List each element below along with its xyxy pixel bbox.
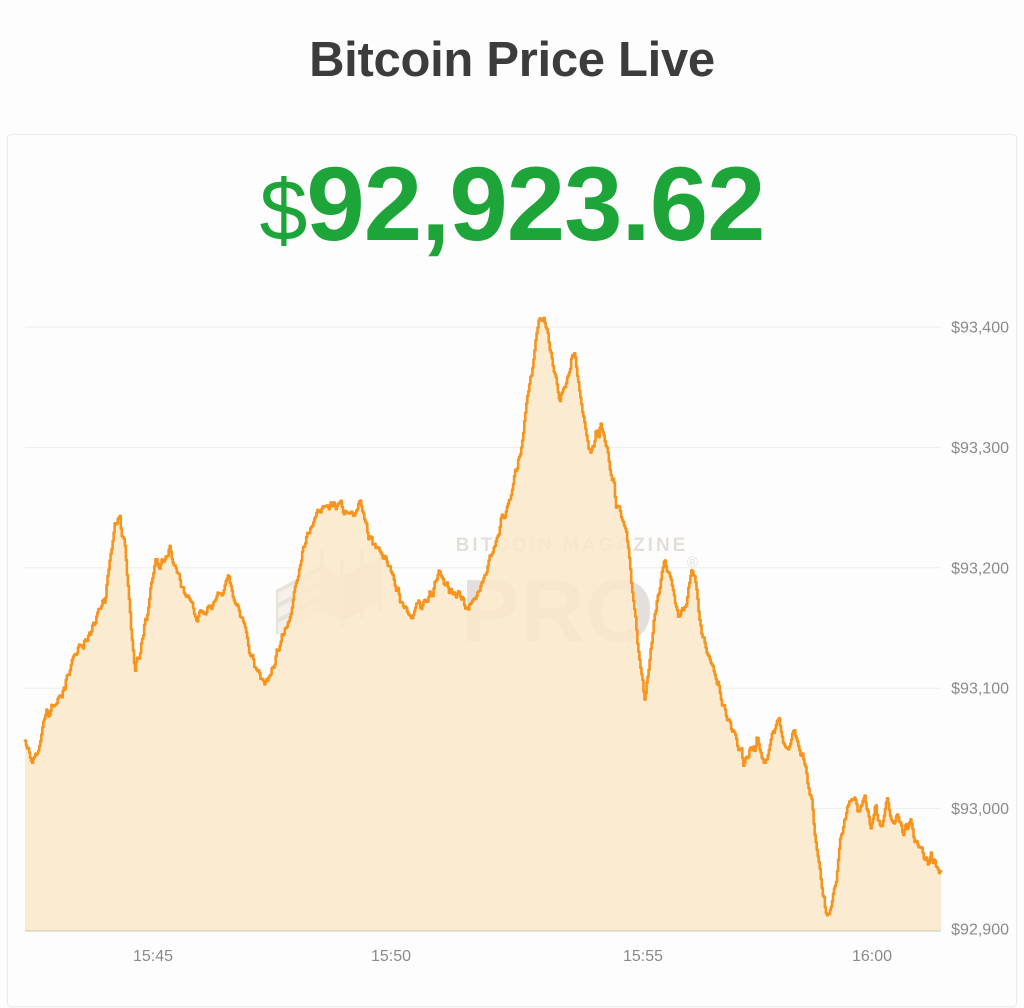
svg-text:$92,900: $92,900 (951, 922, 1009, 939)
svg-text:15:50: 15:50 (371, 948, 411, 965)
svg-text:15:45: 15:45 (133, 948, 173, 965)
svg-text:®: ® (687, 554, 698, 571)
svg-text:$93,300: $93,300 (951, 440, 1009, 457)
svg-text:$93,400: $93,400 (951, 320, 1009, 337)
svg-text:16:00: 16:00 (852, 948, 892, 965)
svg-text:$93,000: $93,000 (951, 801, 1009, 818)
svg-text:$93,200: $93,200 (951, 560, 1009, 577)
svg-text:$93,100: $93,100 (951, 681, 1009, 698)
svg-text:15:55: 15:55 (623, 948, 663, 965)
